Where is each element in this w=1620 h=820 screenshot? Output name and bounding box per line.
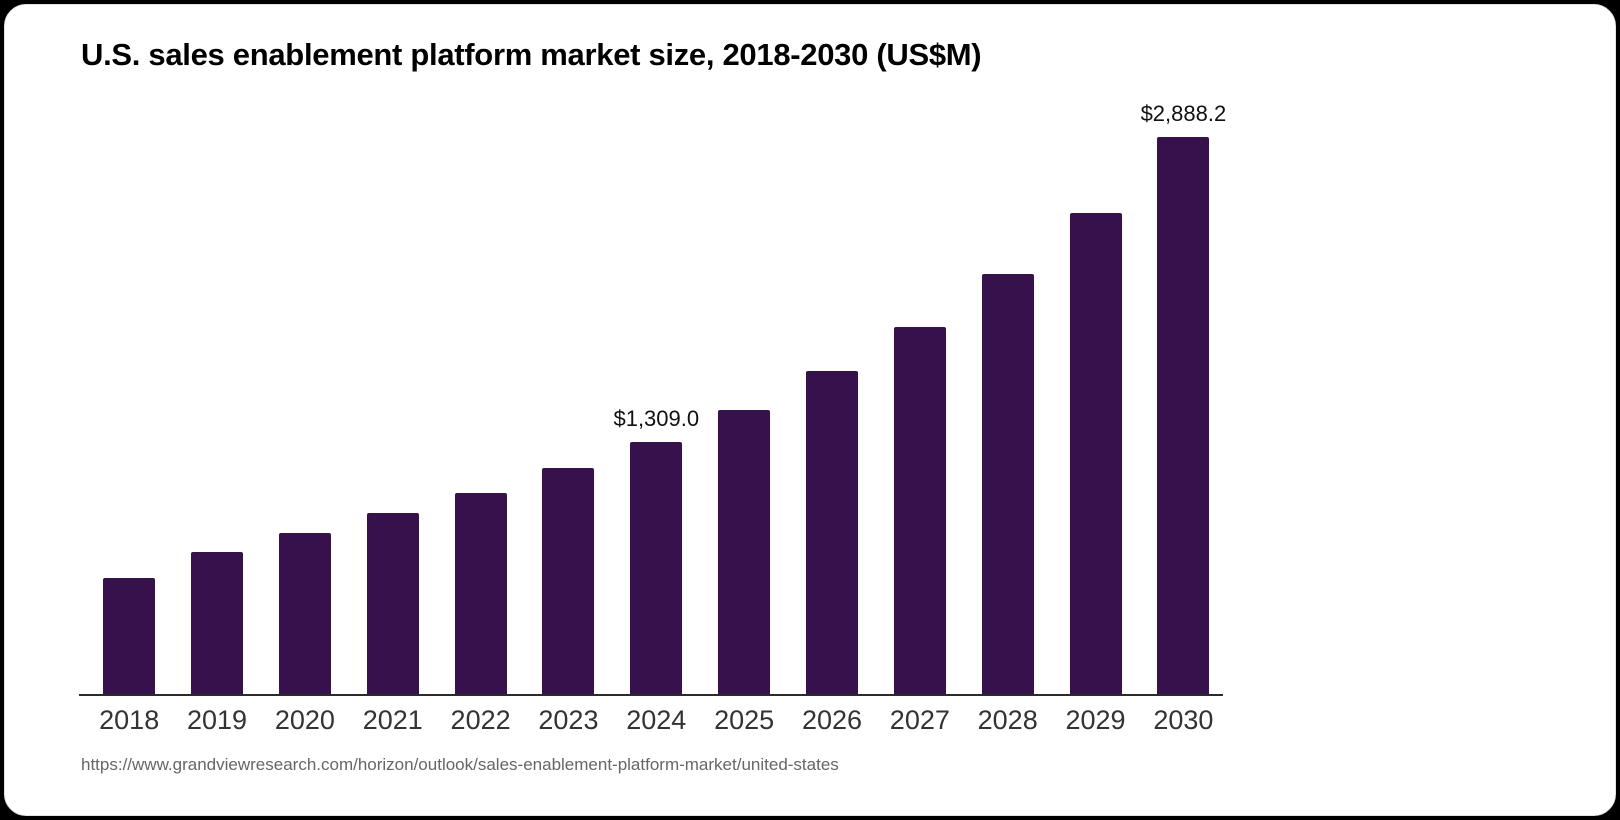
bar-2026 <box>806 371 858 694</box>
bar-2023 <box>542 468 595 694</box>
value-label-2024: $1,309.0 <box>613 405 700 431</box>
x-tick-2023: 2023 <box>538 705 599 735</box>
bar-2027 <box>893 326 946 694</box>
x-tick-2029: 2029 <box>1065 705 1126 735</box>
bar-2024 <box>630 441 683 694</box>
x-tick-2026: 2026 <box>801 705 863 735</box>
bar-2020 <box>278 533 331 694</box>
chart-title: U.S. sales enablement platform market si… <box>81 37 982 72</box>
x-tick-2022: 2022 <box>450 705 511 735</box>
bar-2025 <box>718 409 771 694</box>
x-tick-2024: 2024 <box>626 705 687 735</box>
source-url: https://www.grandviewresearch.com/horizo… <box>81 755 839 774</box>
value-label-2030: $2,888.2 <box>1140 101 1227 126</box>
plot-area: $1,309.0 $2,888.2 <box>79 101 1226 696</box>
bar-2022 <box>454 492 507 694</box>
x-axis-labels: 2018 2019 2020 2021 2022 2023 2024 2025 2026 2027… <box>79 707 1223 739</box>
bar-2028 <box>981 273 1034 694</box>
bar-2018 <box>103 578 156 694</box>
bar-2021 <box>366 512 419 694</box>
x-tick-2025: 2025 <box>714 705 775 735</box>
bar-2029 <box>1069 212 1122 694</box>
chart-card: U.S. sales enablement platform market si… <box>4 4 1616 816</box>
x-tick-2019: 2019 <box>187 705 248 735</box>
x-tick-2028: 2028 <box>977 705 1038 735</box>
x-tick-2020: 2020 <box>274 705 335 735</box>
x-tick-2030: 2030 <box>1153 705 1214 735</box>
x-tick-2027: 2027 <box>889 705 950 735</box>
bar-2019 <box>191 552 244 694</box>
x-tick-2021: 2021 <box>362 705 423 735</box>
bar-2030 <box>1157 137 1210 694</box>
x-tick-2018: 2018 <box>99 705 160 735</box>
